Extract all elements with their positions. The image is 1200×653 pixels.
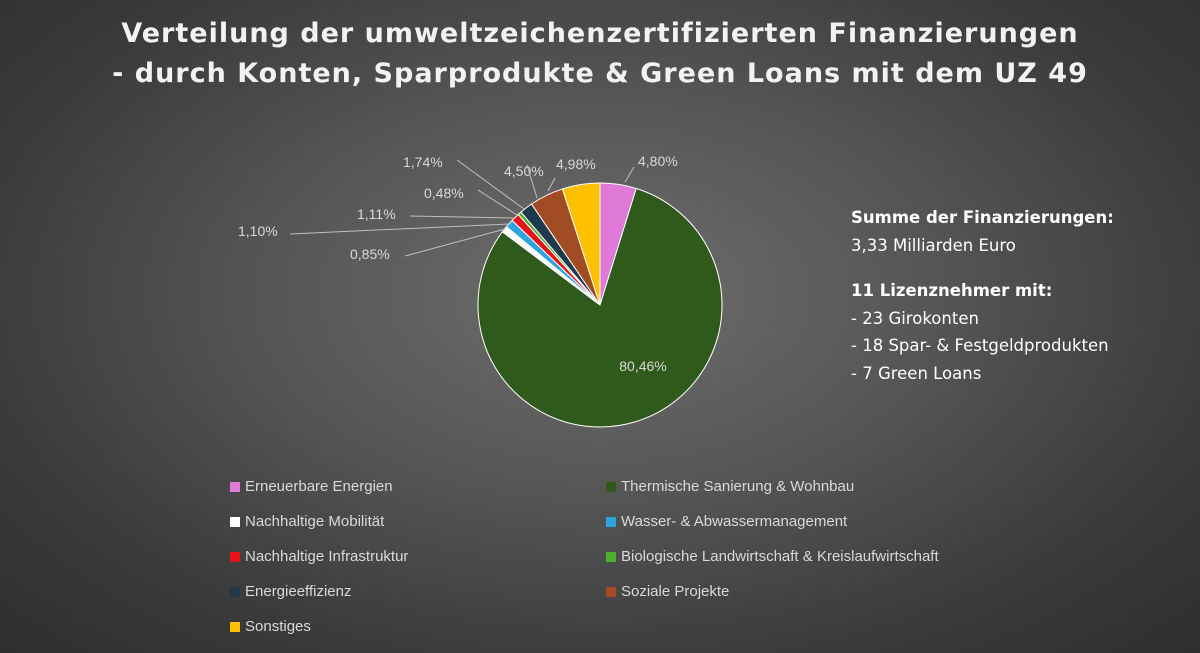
legend-item: Soziale Projekte	[606, 583, 729, 600]
summary-item: - 18 Spar- & Festgeldprodukten	[851, 336, 1109, 355]
leader-line	[526, 164, 538, 199]
legend-swatch	[230, 621, 240, 632]
slice-label: 1,10%	[238, 223, 278, 239]
legend-label: Energieeffizienz	[245, 583, 352, 600]
legend-item: Sonstiges	[230, 618, 311, 635]
chart-title-line-1: Verteilung der umweltzeichenzertifiziert…	[121, 18, 1079, 49]
leader-line	[456, 159, 525, 210]
legend-label: Sonstiges	[245, 618, 311, 635]
summary-heading: Summe der Finanzierungen:	[851, 208, 1114, 227]
leader-line	[404, 228, 506, 257]
legend-label: Nachhaltige Mobilität	[245, 513, 385, 530]
chart-title: Verteilung der umweltzeichenzertifiziert…	[0, 14, 1200, 94]
slice-label: 4,98%	[556, 156, 596, 172]
slice-label: 80,46%	[619, 358, 666, 374]
slice-label: 4,80%	[638, 153, 678, 169]
legend-item: Wasser- & Abwassermanagement	[606, 513, 847, 530]
leader-line	[409, 215, 514, 219]
slice-label: 1,11%	[357, 206, 396, 222]
chart-title-line-2: - durch Konten, Sparprodukte & Green Loa…	[112, 58, 1088, 89]
summary-item: - 7 Green Loans	[851, 363, 982, 383]
legend-label: Wasser- & Abwassermanagement	[621, 513, 848, 530]
legend-item: Erneuerbare Energien	[230, 478, 393, 495]
summary-box: Summe der Finanzierungen: 3,33 Milliarde…	[851, 204, 1191, 387]
legend-swatch	[606, 516, 616, 527]
leader-line	[289, 223, 510, 235]
legend-label: Biologische Landwirtschaft & Kreislaufwi…	[621, 548, 939, 565]
slice-label: 4,50%	[504, 163, 544, 179]
legend-swatch	[606, 586, 616, 597]
legend-item: Thermische Sanierung & Wohnbau	[606, 478, 854, 495]
leader-line	[624, 166, 635, 183]
slice-label: 0,85%	[350, 246, 390, 262]
legend-swatch	[230, 586, 240, 597]
summary-spacer	[851, 259, 1191, 277]
legend-item: Energieeffizienz	[230, 583, 351, 600]
legend-label: Thermische Sanierung & Wohnbau	[621, 478, 855, 495]
legend-swatch	[230, 551, 240, 562]
legend-item: Biologische Landwirtschaft & Kreislaufwi…	[606, 548, 939, 565]
legend-swatch	[606, 481, 616, 492]
summary-licensees-heading: 11 Lizenznehmer mit:	[851, 281, 1053, 300]
legend-label: Soziale Projekte	[621, 583, 730, 600]
leader-line	[477, 189, 518, 216]
legend-item: Nachhaltige Infrastruktur	[230, 548, 408, 565]
slice-label: 0,48%	[424, 185, 464, 201]
slice-label: 1,74%	[403, 154, 443, 170]
legend-label: Erneuerbare Energien	[245, 478, 393, 495]
summary-total: 3,33 Milliarden Euro	[851, 235, 1016, 255]
legend-swatch	[230, 481, 240, 492]
leader-line	[547, 177, 556, 192]
summary-item: - 23 Girokonten	[851, 308, 979, 328]
legend-swatch	[230, 516, 240, 527]
pie-slice	[477, 187, 723, 428]
pie-slice	[561, 182, 601, 306]
legend-label: Nachhaltige Infrastruktur	[245, 548, 409, 565]
legend-swatch	[606, 551, 616, 562]
legend-item: Nachhaltige Mobilität	[230, 513, 384, 530]
